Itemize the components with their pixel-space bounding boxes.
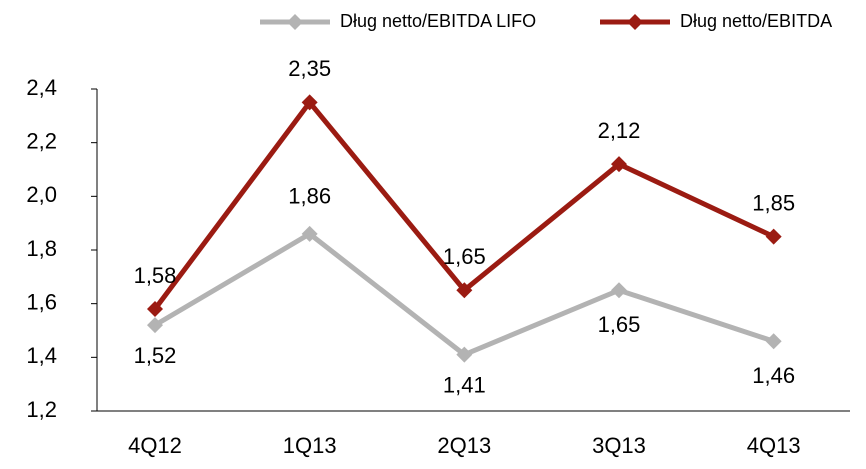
legend-marker (287, 14, 303, 30)
y-tick-label: 1,2 (26, 397, 57, 422)
data-label: 1,58 (134, 263, 177, 288)
y-tick-label: 1,6 (26, 289, 57, 314)
legend-label: Dług netto/EBITDA (680, 11, 832, 31)
data-label: 1,41 (443, 372, 486, 397)
data-label: 1,46 (752, 363, 795, 388)
x-tick-label: 3Q13 (592, 433, 646, 458)
x-tick-label: 4Q12 (128, 433, 182, 458)
point-marker (147, 301, 163, 318)
point-marker (147, 317, 163, 334)
y-tick-label: 2,2 (26, 128, 57, 153)
point-marker (301, 225, 318, 242)
series-line (152, 98, 775, 311)
point-marker (301, 94, 318, 111)
x-tick-label: 1Q13 (283, 433, 337, 458)
y-tick-label: 2,4 (26, 75, 57, 100)
point-marker (765, 333, 782, 350)
data-label: 1,65 (443, 244, 486, 269)
point-marker (610, 156, 627, 173)
data-label: 1,52 (134, 343, 177, 368)
legend-marker (627, 14, 643, 30)
legend-label: Dług netto/EBITDA LIFO (340, 11, 536, 31)
data-label: 1,86 (288, 184, 331, 209)
data-label: 1,85 (752, 190, 795, 215)
point-marker (765, 228, 782, 245)
data-label: 1,65 (598, 312, 641, 337)
point-marker (456, 282, 473, 299)
y-tick-label: 1,8 (26, 236, 57, 261)
y-tick-label: 2,0 (26, 182, 57, 207)
x-tick-label: 4Q13 (747, 433, 801, 458)
point-marker (610, 282, 627, 299)
y-tick-label: 1,4 (26, 343, 57, 368)
x-tick-label: 2Q13 (437, 433, 491, 458)
point-marker (456, 346, 473, 363)
data-label: 2,12 (598, 118, 641, 143)
data-label: 2,35 (288, 56, 331, 81)
